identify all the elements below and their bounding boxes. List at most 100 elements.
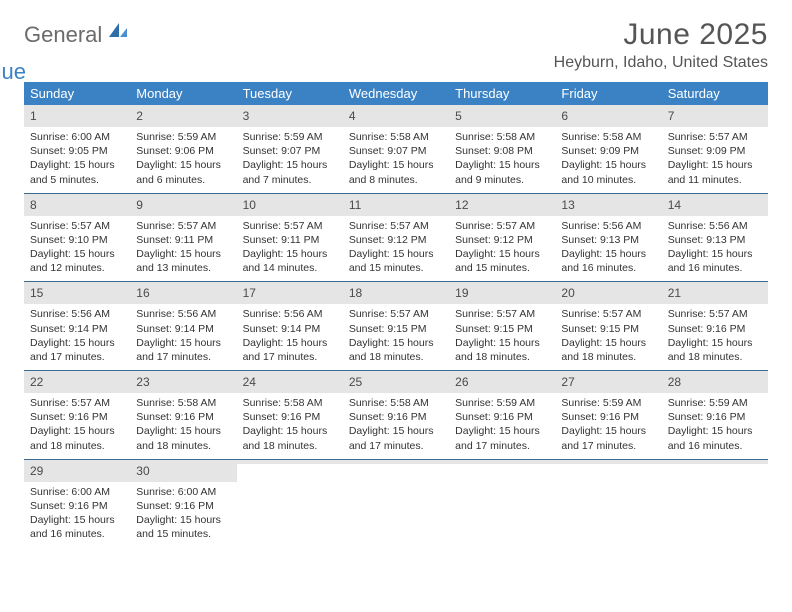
day-cell: 11Sunrise: 5:57 AMSunset: 9:12 PMDayligh… (343, 194, 449, 282)
logo-text-general: General (24, 22, 102, 47)
day-body: Sunrise: 5:56 AMSunset: 9:13 PMDaylight:… (555, 216, 661, 282)
sunrise-text: Sunrise: 6:00 AM (136, 485, 230, 499)
day-cell: 24Sunrise: 5:58 AMSunset: 9:16 PMDayligh… (237, 371, 343, 459)
daylight-text: Daylight: 15 hours and 18 minutes. (136, 424, 230, 452)
day-number-row (449, 460, 555, 464)
day-cell: 28Sunrise: 5:59 AMSunset: 9:16 PMDayligh… (662, 371, 768, 459)
sunset-text: Sunset: 9:14 PM (136, 322, 230, 336)
day-cell: 18Sunrise: 5:57 AMSunset: 9:15 PMDayligh… (343, 282, 449, 370)
day-number: 3 (243, 109, 250, 123)
day-cell: 13 Sunrise: 5:56 AMSunset: 9:13 PMDayligh… (555, 194, 661, 282)
day-cell: 22Sunrise: 5:57 AMSunset: 9:16 PMDayligh… (24, 371, 130, 459)
day-number-row: 15 (24, 282, 130, 304)
weekday-header: Friday (555, 82, 661, 105)
weekday-header-row: Sunday Monday Tuesday Wednesday Thursday… (24, 82, 768, 105)
day-body: Sunrise: 5:58 AMSunset: 9:08 PMDaylight:… (449, 127, 555, 193)
sunrise-text: Sunrise: 5:57 AM (455, 307, 549, 321)
day-number-row (555, 460, 661, 464)
sunset-text: Sunset: 9:15 PM (349, 322, 443, 336)
day-number-row: 7 (662, 105, 768, 127)
sunrise-text: Sunrise: 5:59 AM (561, 396, 655, 410)
day-number: 16 (136, 286, 149, 300)
day-body: Sunrise: 5:57 AMSunset: 9:16 PMDaylight:… (24, 393, 130, 459)
daylight-text: Daylight: 15 hours and 6 minutes. (136, 158, 230, 186)
day-number: 25 (349, 375, 362, 389)
sunrise-text: Sunrise: 5:58 AM (349, 130, 443, 144)
day-number-row: 2 (130, 105, 236, 127)
weekday-header: Thursday (449, 82, 555, 105)
day-body: Sunrise: 5:56 AMSunset: 9:14 PMDaylight:… (130, 304, 236, 370)
sunset-text: Sunset: 9:06 PM (136, 144, 230, 158)
sunrise-text: Sunrise: 5:58 AM (349, 396, 443, 410)
day-number: 7 (668, 109, 675, 123)
sunset-text: Sunset: 9:15 PM (561, 322, 655, 336)
daylight-text: Daylight: 15 hours and 14 minutes. (243, 247, 337, 275)
sunrise-text: Sunrise: 5:56 AM (668, 219, 762, 233)
sunrise-text: Sunrise: 5:57 AM (30, 396, 124, 410)
sunset-text: Sunset: 9:09 PM (668, 144, 762, 158)
day-number-row: 29 (24, 460, 130, 482)
day-cell: 6Sunrise: 5:58 AMSunset: 9:09 PMDaylight… (555, 105, 661, 193)
day-number-row: 4 (343, 105, 449, 127)
day-number-row: 6 (555, 105, 661, 127)
day-cell: 5 Sunrise: 5:58 AMSunset: 9:08 PMDaylight… (449, 105, 555, 193)
day-number: 5 (455, 109, 462, 123)
daylight-text: Daylight: 15 hours and 15 minutes. (136, 513, 230, 541)
day-number-row: 1 (24, 105, 130, 127)
day-cell: 16 Sunrise: 5:56 AMSunset: 9:14 PMDayligh… (130, 282, 236, 370)
day-number: 2 (136, 109, 143, 123)
title-block: June 2025 Heyburn, Idaho, United States (554, 18, 768, 72)
day-number-row (662, 460, 768, 464)
day-body: Sunrise: 5:57 AMSunset: 9:11 PMDaylight:… (130, 216, 236, 282)
day-number-row (343, 460, 449, 464)
sunset-text: Sunset: 9:16 PM (668, 322, 762, 336)
day-number: 24 (243, 375, 256, 389)
day-cell: 15Sunrise: 5:56 AMSunset: 9:14 PMDayligh… (24, 282, 130, 370)
day-cell: 20Sunrise: 5:57 AMSunset: 9:15 PMDayligh… (555, 282, 661, 370)
day-body: Sunrise: 5:59 AMSunset: 9:16 PMDaylight:… (555, 393, 661, 459)
day-number-row: 21 (662, 282, 768, 304)
sunrise-text: Sunrise: 5:57 AM (136, 219, 230, 233)
day-number-row: 10 (237, 194, 343, 216)
day-number: 23 (136, 375, 149, 389)
day-body: Sunrise: 5:57 AMSunset: 9:16 PMDaylight:… (662, 304, 768, 370)
daylight-text: Daylight: 15 hours and 15 minutes. (455, 247, 549, 275)
day-number-row: 26 (449, 371, 555, 393)
daylight-text: Daylight: 15 hours and 10 minutes. (561, 158, 655, 186)
daylight-text: Daylight: 15 hours and 12 minutes. (30, 247, 124, 275)
day-number: 1 (30, 109, 37, 123)
day-number-row: 28 (662, 371, 768, 393)
sunset-text: Sunset: 9:16 PM (136, 499, 230, 513)
day-number: 13 (561, 198, 574, 212)
sunrise-text: Sunrise: 5:57 AM (243, 219, 337, 233)
sunrise-text: Sunrise: 5:56 AM (561, 219, 655, 233)
day-number-row: 8 (24, 194, 130, 216)
day-cell: 1Sunrise: 6:00 AMSunset: 9:05 PMDaylight… (24, 105, 130, 193)
week-row: 15Sunrise: 5:56 AMSunset: 9:14 PMDayligh… (24, 282, 768, 371)
daylight-text: Daylight: 15 hours and 18 minutes. (455, 336, 549, 364)
day-cell: 29Sunrise: 6:00 AMSunset: 9:16 PMDayligh… (24, 460, 130, 548)
day-body: Sunrise: 5:57 AMSunset: 9:11 PMDaylight:… (237, 216, 343, 282)
day-body: Sunrise: 5:59 AMSunset: 9:07 PMDaylight:… (237, 127, 343, 193)
day-number-row: 18 (343, 282, 449, 304)
day-number: 11 (349, 198, 361, 212)
day-number: 26 (455, 375, 468, 389)
day-number: 9 (136, 198, 143, 212)
day-cell: 17Sunrise: 5:56 AMSunset: 9:14 PMDayligh… (237, 282, 343, 370)
sunrise-text: Sunrise: 5:56 AM (30, 307, 124, 321)
calendar-page: General Blue June 2025 Heyburn, Idaho, U… (0, 0, 792, 565)
sunset-text: Sunset: 9:16 PM (243, 410, 337, 424)
weekday-header: Sunday (24, 82, 130, 105)
sunrise-text: Sunrise: 5:57 AM (668, 130, 762, 144)
sunrise-text: Sunrise: 5:57 AM (455, 219, 549, 233)
day-cell (555, 460, 661, 548)
daylight-text: Daylight: 15 hours and 11 minutes. (668, 158, 762, 186)
day-number-row (237, 460, 343, 464)
sunrise-text: Sunrise: 5:57 AM (349, 219, 443, 233)
sunset-text: Sunset: 9:07 PM (243, 144, 337, 158)
sunrise-text: Sunrise: 5:58 AM (561, 130, 655, 144)
week-row: 8Sunrise: 5:57 AMSunset: 9:10 PMDaylight… (24, 194, 768, 283)
day-number: 29 (30, 464, 43, 478)
day-body: Sunrise: 5:59 AMSunset: 9:16 PMDaylight:… (662, 393, 768, 459)
sunrise-text: Sunrise: 5:57 AM (30, 219, 124, 233)
